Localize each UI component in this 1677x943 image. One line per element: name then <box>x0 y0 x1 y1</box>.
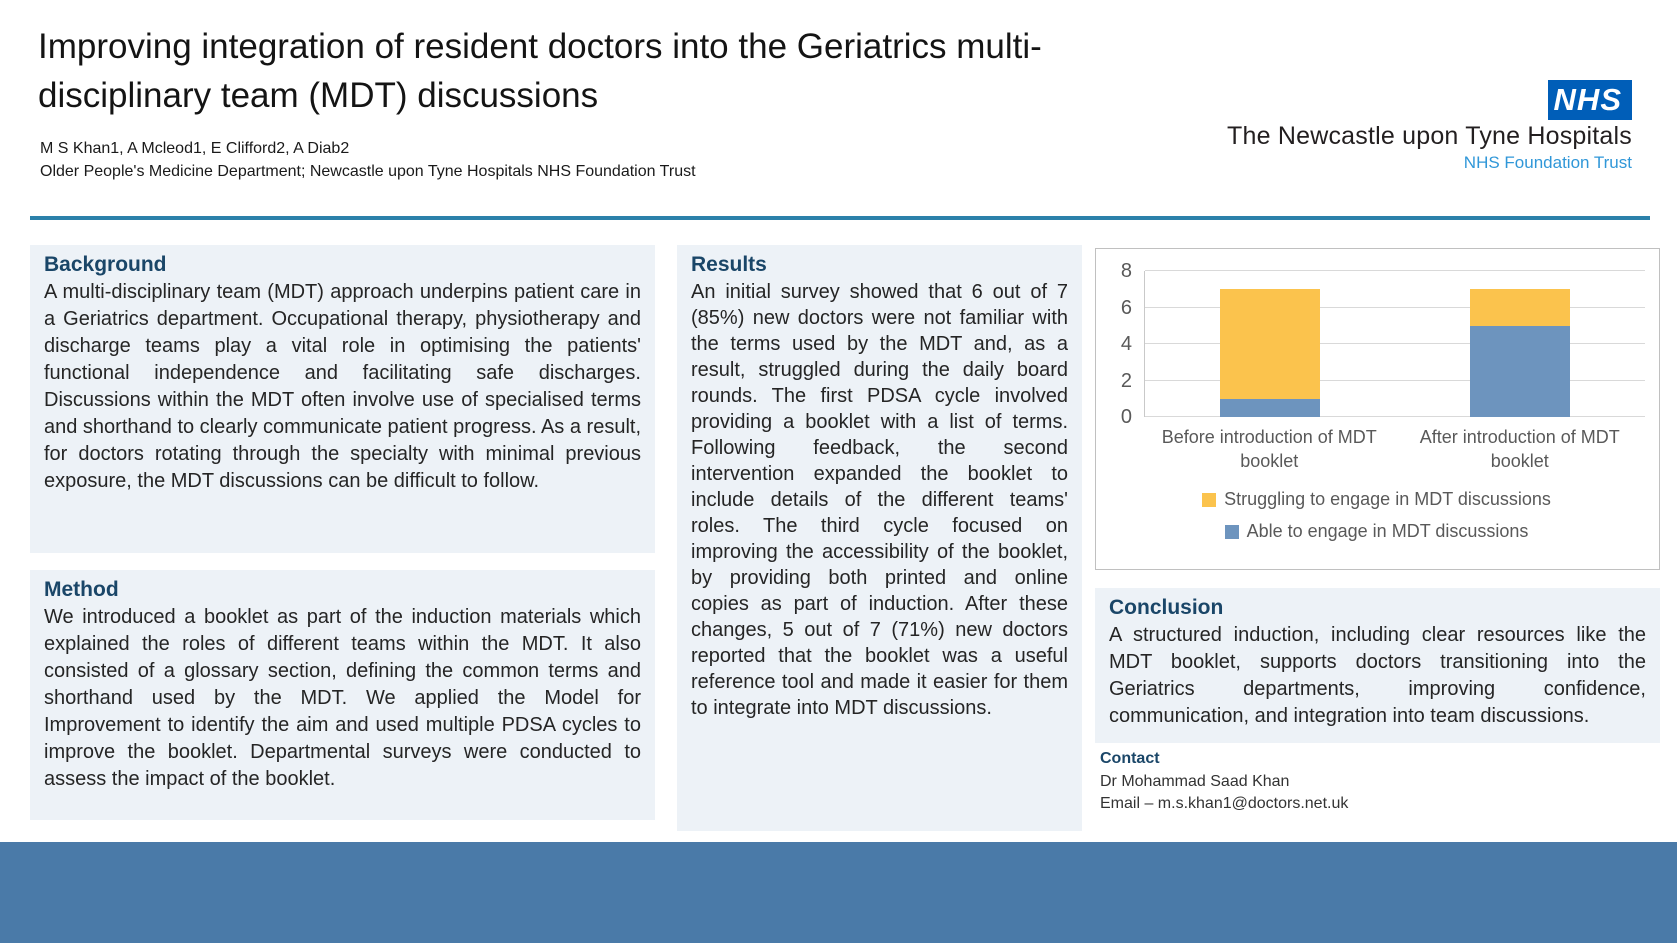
results-body: An initial survey showed that 6 out of 7… <box>691 281 1068 719</box>
chart-category-labels: Before introduction of MDT booklet After … <box>1144 425 1645 473</box>
method-body: We introduced a booklet as part of the i… <box>44 606 641 790</box>
y-axis-tick-label: 2 <box>1120 369 1132 392</box>
method-section: Method We introduced a booklet as part o… <box>30 570 655 820</box>
nhs-logo-text: NHS <box>1553 82 1622 117</box>
method-heading: Method <box>44 578 119 601</box>
conclusion-section: Conclusion A structured induction, inclu… <box>1095 588 1660 743</box>
chart-gridline <box>1145 379 1645 381</box>
y-axis-tick-label: 0 <box>1120 406 1132 428</box>
chart-category-label: Before introduction of MDT booklet <box>1144 425 1395 473</box>
bar-segment <box>1220 289 1320 399</box>
org-descriptor: NHS Foundation Trust <box>1463 153 1632 172</box>
background-heading: Background <box>44 253 167 276</box>
stacked-bar <box>1470 289 1570 417</box>
legend-label: Able to engage in MDT discussions <box>1246 521 1529 541</box>
contact-name: Dr Mohammad Saad Khan <box>1100 773 1290 790</box>
chart-category-label: After introduction of MDT booklet <box>1395 425 1646 473</box>
y-axis-tick-label: 4 <box>1120 333 1132 355</box>
conclusion-body: A structured induction, including clear … <box>1109 624 1646 727</box>
footer-bar <box>0 842 1677 943</box>
results-chart: 0 2 4 6 8 Before introduction of MDT booklet… <box>1095 248 1660 570</box>
contact-email: Email – m.s.khan1@doctors.net.uk <box>1100 795 1349 812</box>
bar-segment <box>1220 398 1320 417</box>
header-divider <box>30 216 1650 220</box>
contact-heading: Contact <box>1100 750 1160 767</box>
chart-bars <box>1145 271 1645 417</box>
poster-title: Improving integration of resident doctor… <box>38 27 1042 115</box>
chart-category-label-text: Before introduction of MDT booklet <box>1161 427 1377 471</box>
conclusion-heading: Conclusion <box>1109 596 1224 619</box>
y-axis-tick-label: 8 <box>1120 260 1132 282</box>
legend-swatch <box>1202 492 1217 507</box>
bar-group <box>1395 271 1645 417</box>
org-name: The Newcastle upon Tyne Hospitals <box>1227 122 1632 150</box>
authors-line: M S Khan1, A Mcleod1, E Clifford2, A Dia… <box>40 140 350 157</box>
chart-gridline <box>1145 416 1645 417</box>
y-axis-tick-label: 6 <box>1120 296 1132 319</box>
legend-item: Struggling to engage in MDT discussions <box>1202 489 1551 510</box>
bar-segment <box>1470 325 1570 417</box>
legend-item: Able to engage in MDT discussions <box>1224 521 1529 542</box>
stacked-bar <box>1220 289 1320 417</box>
results-section: Results An initial survey showed that 6 … <box>677 245 1082 831</box>
chart-category-label-text: After introduction of MDT booklet <box>1419 427 1620 471</box>
chart-plot-row: 0 2 4 6 8 <box>1108 261 1645 427</box>
background-body: A multi-disciplinary team (MDT) approach… <box>44 281 641 492</box>
chart-legend: Struggling to engage in MDT discussions A… <box>1108 489 1645 542</box>
legend-swatch <box>1224 524 1239 539</box>
results-heading: Results <box>691 253 767 276</box>
chart-gridline <box>1145 306 1645 308</box>
contact-section: Contact Dr Mohammad Saad Khan Email – m.… <box>1100 750 1348 815</box>
chart-y-axis: 0 2 4 6 8 <box>1108 261 1136 427</box>
nhs-logo-block: NHS The Newcastle upon Tyne Hospitals NH… <box>1227 80 1632 173</box>
header-block: Improving integration of resident doctor… <box>38 22 1188 120</box>
bar-group <box>1145 271 1395 417</box>
legend-label: Struggling to engage in MDT discussions <box>1224 489 1551 509</box>
affiliation-line: Older People's Medicine Department; Newc… <box>40 163 696 180</box>
bar-segment <box>1470 289 1570 326</box>
chart-plot-area <box>1144 270 1645 417</box>
chart-gridline <box>1145 343 1645 344</box>
nhs-logo: NHS <box>1547 80 1632 120</box>
background-section: Background A multi-disciplinary team (MD… <box>30 245 655 553</box>
chart-gridline <box>1145 270 1645 271</box>
